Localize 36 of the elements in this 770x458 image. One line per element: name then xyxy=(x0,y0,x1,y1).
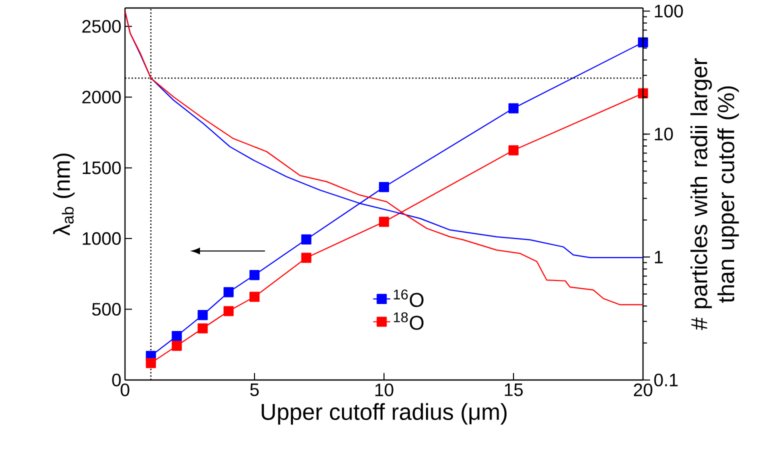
x-tick-label: 0 xyxy=(120,384,130,396)
point xyxy=(224,287,234,298)
x-tick-label: 20 xyxy=(634,384,652,396)
y-tick-label: 1000 xyxy=(82,232,121,245)
y-tick-label: 0 xyxy=(112,374,121,386)
point xyxy=(172,340,182,351)
x-axis-title: Upper cutoff radius (μm) xyxy=(262,403,507,425)
x-tick-label: 15 xyxy=(504,384,523,396)
y2-tick-label: 1 xyxy=(654,250,663,264)
point xyxy=(508,103,519,114)
y-tick-label: 500 xyxy=(92,302,121,316)
point xyxy=(508,145,519,156)
y-tick-label: 1500 xyxy=(82,161,121,174)
y-tick-label: 2500 xyxy=(82,20,121,33)
point xyxy=(301,252,312,263)
x-tick-label: 5 xyxy=(250,384,259,396)
legend-label: $^{18}$O xyxy=(394,312,424,330)
y2-axis-title: # particles with radii larger than upper cutoff (%) xyxy=(690,58,739,330)
point xyxy=(198,310,208,320)
y-tick-label: 2000 xyxy=(82,90,121,104)
x-tick-label: 10 xyxy=(375,384,394,396)
legend-label: $^{16}$O xyxy=(394,290,424,308)
point xyxy=(224,306,234,316)
point xyxy=(146,358,156,368)
y2-tick-label: 10 xyxy=(654,128,673,140)
point xyxy=(249,292,260,302)
point xyxy=(378,182,390,192)
y-axis-title: λ$_{ab}$ (nm) xyxy=(53,154,75,236)
point xyxy=(249,270,260,280)
point xyxy=(638,88,648,98)
y2-tick-label: 0.1 xyxy=(654,374,678,386)
point xyxy=(301,234,312,244)
point xyxy=(172,330,182,342)
point xyxy=(198,323,208,334)
point xyxy=(378,216,390,227)
y2-tick-label: 100 xyxy=(654,4,683,18)
